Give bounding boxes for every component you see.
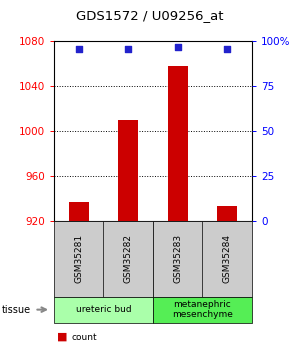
Bar <box>69 202 89 221</box>
Bar <box>118 120 138 221</box>
Bar <box>168 66 188 221</box>
Text: tissue: tissue <box>2 305 31 315</box>
Text: GDS1572 / U09256_at: GDS1572 / U09256_at <box>76 9 224 22</box>
Text: metanephric
mesenchyme: metanephric mesenchyme <box>172 300 233 319</box>
Text: GSM35283: GSM35283 <box>173 234 182 283</box>
Text: GSM35284: GSM35284 <box>223 234 232 283</box>
Text: GSM35282: GSM35282 <box>124 234 133 283</box>
Point <box>76 46 81 51</box>
Point <box>225 46 230 51</box>
Point <box>175 44 180 50</box>
Text: GSM35281: GSM35281 <box>74 234 83 283</box>
Text: ureteric bud: ureteric bud <box>76 305 131 314</box>
Bar <box>217 206 237 221</box>
Point <box>126 46 131 51</box>
Text: ■: ■ <box>57 332 68 342</box>
Text: count: count <box>72 333 98 342</box>
